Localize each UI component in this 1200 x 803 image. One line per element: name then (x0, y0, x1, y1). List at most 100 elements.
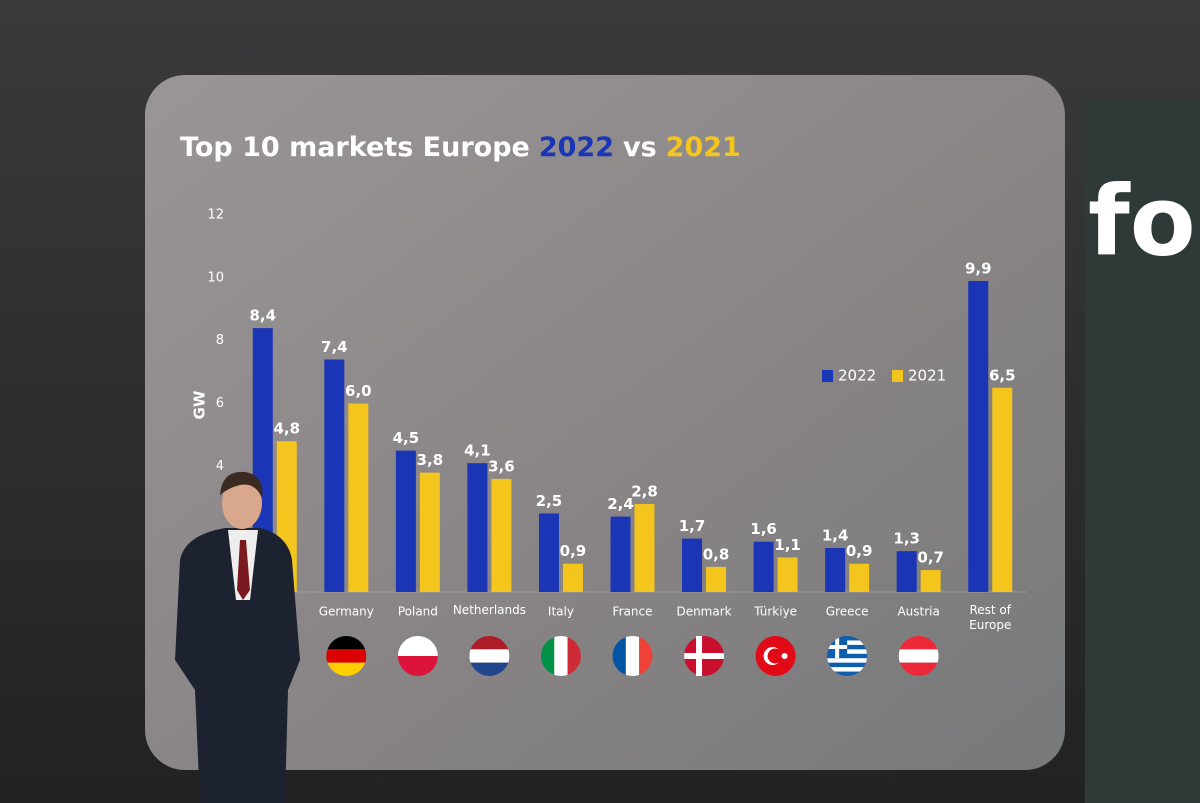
bar (610, 516, 631, 592)
value-label: 0,7 (917, 549, 944, 567)
side-screen (1085, 100, 1200, 803)
bar (968, 280, 989, 592)
x-tick-label: Poland (398, 605, 438, 619)
title-year: 2022 (539, 132, 614, 163)
flag (755, 636, 796, 676)
value-label: 1,3 (893, 530, 920, 548)
bar (252, 328, 273, 592)
bar (467, 463, 488, 592)
value-label: 0,9 (560, 542, 587, 560)
y-tick-label: 6 (216, 396, 224, 411)
flag-stripe (898, 649, 939, 663)
title-main: Top 10 markets Europe (180, 132, 530, 163)
flag-stripe (469, 662, 510, 676)
value-label: 1,4 (822, 527, 849, 545)
flag (612, 636, 653, 676)
value-label: 1,7 (679, 517, 706, 535)
x-tick-label: Rest of Europe (969, 603, 1012, 632)
bar (562, 563, 583, 592)
bar (896, 551, 917, 592)
flag-stripe (612, 636, 626, 676)
title-year: 2021 (666, 132, 741, 163)
bar (777, 557, 798, 592)
legend-swatch (822, 370, 833, 382)
x-tick-label: Italy (548, 605, 574, 619)
presenter-head (222, 477, 262, 529)
bar (825, 548, 846, 592)
legend-label: 2021 (908, 367, 946, 385)
bar (920, 570, 941, 592)
presenter-hair (220, 471, 263, 498)
bar (849, 563, 870, 592)
flag (540, 636, 581, 676)
title-vs: vs (623, 132, 657, 163)
value-label: 2,5 (536, 492, 563, 510)
value-label: 1,1 (774, 536, 801, 554)
flag-stripe (397, 656, 438, 676)
value-label: 0,9 (846, 542, 873, 560)
bar (992, 387, 1013, 592)
flag-cross (835, 636, 840, 658)
presenter (175, 471, 300, 803)
bar (324, 359, 345, 592)
side-text: fo (1088, 165, 1196, 277)
value-label: 6,0 (345, 382, 372, 400)
flag-stripe (397, 636, 438, 656)
value-label: 8,4 (249, 307, 276, 325)
flag-stripe (898, 662, 939, 676)
x-tick-label: Austria (897, 605, 939, 619)
slide (145, 75, 1065, 770)
flag-stripe (827, 658, 868, 663)
presenter-tie (237, 540, 250, 600)
flag-stripe (639, 636, 653, 676)
bar (634, 504, 655, 592)
y-tick-label: 8 (216, 333, 224, 348)
bar (753, 541, 774, 592)
x-tick-label: Denmark (676, 605, 731, 619)
flag-star (781, 653, 788, 659)
chart-title: Top 10 markets Europe 2022 vs 2021 (180, 132, 741, 163)
flag (898, 636, 939, 676)
flag-stripe (540, 636, 555, 676)
value-label: 3,6 (488, 457, 515, 475)
flag-stripe (469, 636, 510, 650)
bar (706, 566, 727, 592)
bar (538, 513, 559, 592)
legend-label: 2022 (838, 367, 876, 385)
value-label: 3,8 (417, 451, 444, 469)
flag-stripe (567, 636, 581, 676)
x-tick-label: Greece (826, 605, 869, 619)
flag-stripe (898, 636, 939, 650)
value-label: 1,6 (750, 520, 777, 538)
value-label: 7,4 (321, 338, 348, 356)
bar (682, 538, 703, 592)
bar (348, 403, 369, 592)
flag (684, 636, 725, 676)
flag-stripe (326, 662, 367, 676)
plot: 4681012Spain8,44,8Germany7,46,0Poland4,5… (207, 208, 1026, 676)
legend-swatch (892, 370, 903, 382)
bar (419, 472, 440, 592)
value-label: 6,5 (989, 366, 1016, 384)
x-tick-label: France (613, 605, 653, 619)
y-tick-label: 12 (207, 208, 224, 223)
flag (326, 636, 367, 676)
flag-cross (684, 653, 725, 659)
x-tick-label: Türkiye (753, 605, 797, 619)
x-tick-label: Netherlands (453, 603, 526, 617)
value-label: 2,4 (607, 495, 634, 513)
presenter-suit (175, 528, 300, 803)
bar (395, 450, 416, 592)
flag-stripe (326, 636, 367, 650)
y-tick-label: 4 (216, 459, 224, 474)
flag-stripe (469, 649, 510, 663)
y-axis-label: GW (191, 390, 209, 419)
flag (827, 636, 868, 676)
x-tick-label: Germany (319, 605, 374, 619)
flag-stripe (554, 636, 568, 676)
value-label: 4,5 (393, 429, 420, 447)
flag (469, 636, 510, 676)
flag-moon (767, 648, 783, 664)
